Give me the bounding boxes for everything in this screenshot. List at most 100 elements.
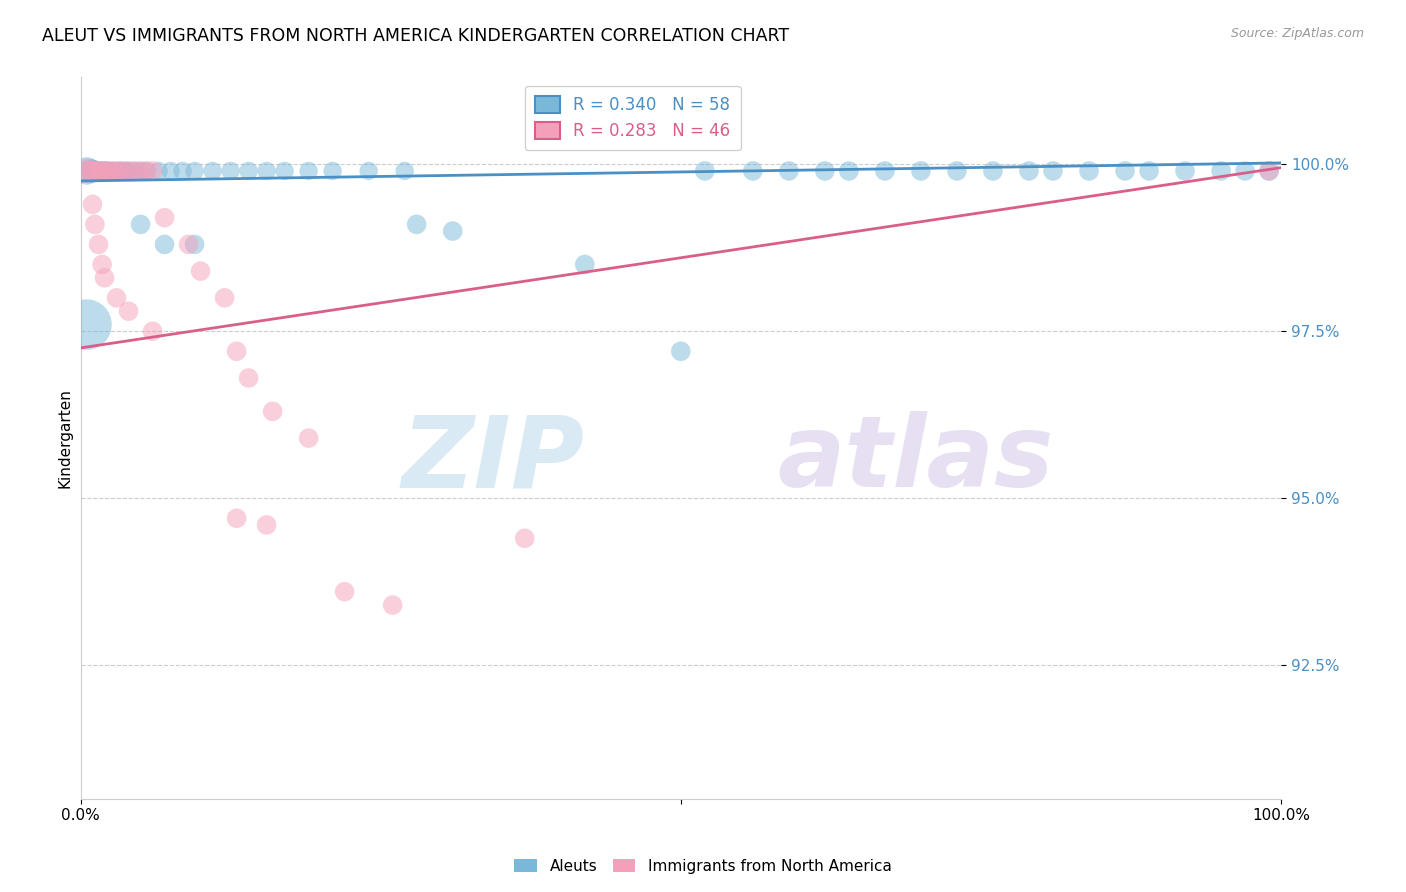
Point	[135, 164, 157, 178]
Legend: R = 0.340   N = 58, R = 0.283   N = 46: R = 0.340 N = 58, R = 0.283 N = 46	[524, 86, 741, 151]
Point	[513, 531, 536, 545]
Point	[1018, 164, 1040, 178]
Point	[190, 264, 212, 278]
Y-axis label: Kindergarten: Kindergarten	[58, 388, 72, 488]
Point	[117, 164, 139, 178]
Point	[1234, 164, 1257, 178]
Point	[93, 270, 115, 285]
Point	[1078, 164, 1101, 178]
Point	[87, 237, 110, 252]
Point	[1174, 164, 1197, 178]
Point	[129, 164, 152, 178]
Point	[108, 164, 131, 178]
Point	[1209, 164, 1232, 178]
Point	[117, 164, 139, 178]
Point	[1258, 164, 1281, 178]
Point	[82, 197, 104, 211]
Point	[153, 211, 176, 225]
Point	[141, 164, 163, 178]
Point	[183, 164, 205, 178]
Point	[96, 164, 118, 178]
Point	[219, 164, 242, 178]
Point	[76, 318, 98, 332]
Point	[108, 164, 131, 178]
Text: atlas: atlas	[778, 411, 1053, 508]
Point	[103, 164, 125, 178]
Point	[82, 164, 104, 178]
Point	[89, 164, 111, 178]
Point	[111, 164, 134, 178]
Text: Source: ZipAtlas.com: Source: ZipAtlas.com	[1230, 27, 1364, 40]
Point	[214, 291, 236, 305]
Point	[172, 164, 194, 178]
Point	[298, 164, 321, 178]
Point	[693, 164, 716, 178]
Point	[381, 598, 404, 612]
Point	[91, 164, 114, 178]
Point	[322, 164, 344, 178]
Point	[84, 164, 107, 178]
Point	[79, 164, 101, 178]
Point	[84, 164, 107, 178]
Point	[814, 164, 837, 178]
Point	[183, 237, 205, 252]
Point	[105, 291, 128, 305]
Text: ZIP: ZIP	[402, 411, 585, 508]
Point	[1258, 164, 1281, 178]
Point	[115, 164, 138, 178]
Point	[1137, 164, 1160, 178]
Point	[778, 164, 800, 178]
Point	[838, 164, 860, 178]
Point	[103, 164, 125, 178]
Point	[441, 224, 464, 238]
Point	[100, 164, 122, 178]
Point	[87, 164, 110, 178]
Point	[238, 371, 260, 385]
Point	[298, 431, 321, 445]
Point	[741, 164, 763, 178]
Point	[124, 164, 146, 178]
Point	[91, 164, 114, 178]
Point	[201, 164, 224, 178]
Point	[873, 164, 896, 178]
Point	[1042, 164, 1064, 178]
Point	[262, 404, 284, 418]
Point	[76, 164, 98, 178]
Point	[91, 257, 114, 271]
Point	[93, 164, 115, 178]
Point	[405, 218, 427, 232]
Point	[225, 344, 247, 359]
Point	[981, 164, 1004, 178]
Point	[669, 344, 692, 359]
Point	[238, 164, 260, 178]
Point	[159, 164, 181, 178]
Point	[135, 164, 157, 178]
Legend: Aleuts, Immigrants from North America: Aleuts, Immigrants from North America	[509, 853, 897, 880]
Point	[82, 164, 104, 178]
Point	[129, 218, 152, 232]
Point	[574, 257, 596, 271]
Point	[225, 511, 247, 525]
Point	[141, 324, 163, 338]
Point	[910, 164, 932, 178]
Point	[100, 164, 122, 178]
Text: ALEUT VS IMMIGRANTS FROM NORTH AMERICA KINDERGARTEN CORRELATION CHART: ALEUT VS IMMIGRANTS FROM NORTH AMERICA K…	[42, 27, 789, 45]
Point	[79, 164, 101, 178]
Point	[357, 164, 380, 178]
Point	[273, 164, 295, 178]
Point	[153, 237, 176, 252]
Point	[124, 164, 146, 178]
Point	[148, 164, 170, 178]
Point	[256, 164, 278, 178]
Point	[333, 584, 356, 599]
Point	[256, 517, 278, 532]
Point	[129, 164, 152, 178]
Point	[117, 304, 139, 318]
Point	[946, 164, 969, 178]
Point	[96, 164, 118, 178]
Point	[76, 164, 98, 178]
Point	[177, 237, 200, 252]
Point	[1114, 164, 1136, 178]
Point	[84, 218, 107, 232]
Point	[111, 164, 134, 178]
